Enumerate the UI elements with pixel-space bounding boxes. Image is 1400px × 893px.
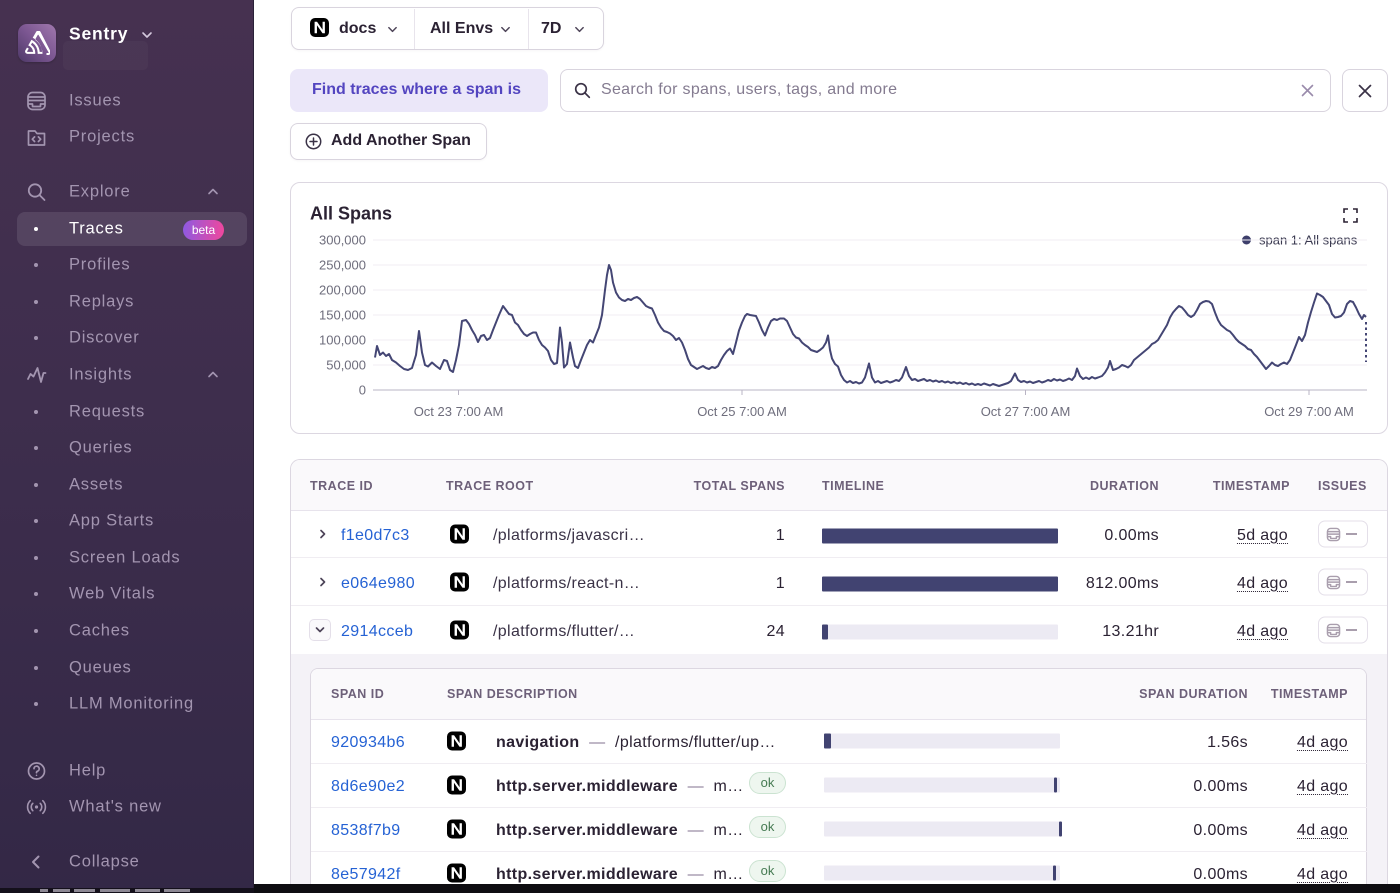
svg-text:Oct 27 7:00 AM: Oct 27 7:00 AM [981,404,1071,419]
svg-text:Oct 29 7:00 AM: Oct 29 7:00 AM [1264,404,1354,419]
svg-text:250,000: 250,000 [319,258,366,273]
svg-text:200,000: 200,000 [319,283,366,298]
svg-text:Oct 25 7:00 AM: Oct 25 7:00 AM [697,404,787,419]
svg-text:300,000: 300,000 [319,233,366,248]
svg-text:100,000: 100,000 [319,333,366,348]
svg-text:0: 0 [359,383,366,398]
svg-text:150,000: 150,000 [319,308,366,323]
svg-text:50,000: 50,000 [326,358,366,373]
svg-text:Oct 23 7:00 AM: Oct 23 7:00 AM [414,404,504,419]
